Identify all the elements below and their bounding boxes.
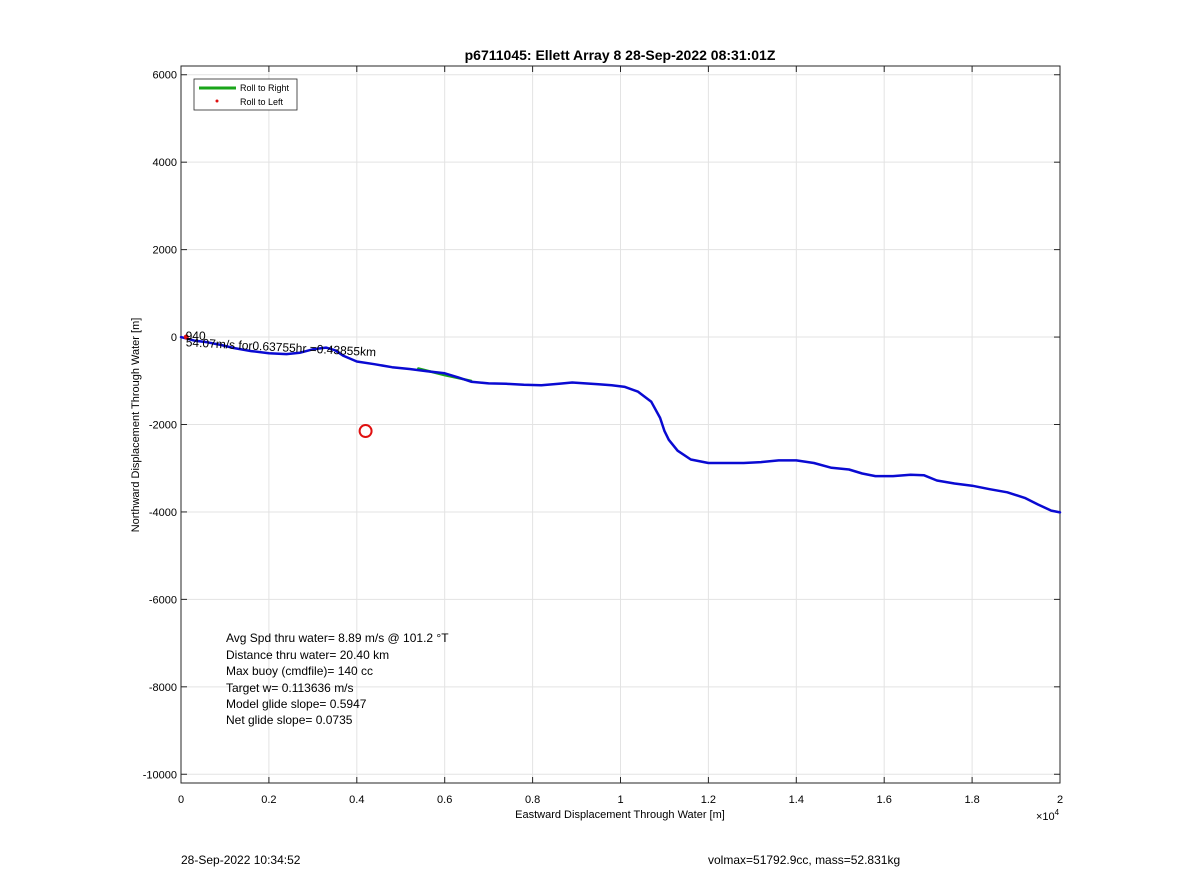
- x-tick-label: 0.2: [261, 794, 276, 806]
- y-tick-label: -2000: [149, 420, 177, 432]
- x-tick-label: 0.4: [349, 794, 364, 806]
- y-tick-label: -8000: [149, 682, 177, 694]
- legend-box: [193, 78, 298, 111]
- chart-title: p6711045: Ellett Array 8 28-Sep-2022 08:…: [465, 47, 776, 63]
- x-tick-label: 2: [1057, 794, 1063, 806]
- x-tick-label: 1.6: [877, 794, 892, 806]
- y-tick-label: 6000: [153, 70, 177, 82]
- series-layer: [179, 335, 1062, 514]
- y-tick-label: -10000: [143, 769, 177, 781]
- footer-timestamp: 28-Sep-2022 10:34:52: [181, 853, 301, 867]
- start-label-annotation: 940: [186, 329, 206, 343]
- x-tick-label: 1.4: [789, 794, 804, 806]
- y-tick-label: 0: [171, 332, 177, 344]
- y-tick-label: -6000: [149, 594, 177, 606]
- x-tick-label: 0.6: [437, 794, 452, 806]
- x-exponent-label: ×104: [1036, 808, 1060, 823]
- legend: Roll to Right Roll to Left: [193, 78, 298, 111]
- x-tick-label: 0.8: [525, 794, 540, 806]
- y-tick-label: 4000: [153, 157, 177, 169]
- stats-line-net-glide: Net glide slope= 0.0735: [226, 713, 353, 727]
- x-tick-label: 1: [617, 794, 623, 806]
- x-axis-label: Eastward Displacement Through Water [m]: [515, 809, 725, 821]
- glider-track-line: [179, 335, 1062, 514]
- y-axis-label: Northward Displacement Through Water [m]: [130, 318, 142, 533]
- x-tick-label: 1.2: [701, 794, 716, 806]
- x-axis: 0 0.2 0.4 0.6 0.8 1 1.2 1.4 1.6 1.8 2: [178, 66, 1063, 806]
- target-circle-marker: [358, 424, 373, 439]
- legend-label-roll-right: Roll to Right: [240, 83, 290, 93]
- stats-line-distance: Distance thru water= 20.40 km: [226, 648, 389, 662]
- stats-line-max-buoy: Max buoy (cmdfile)= 140 cc: [226, 664, 373, 678]
- x-tick-label: 0: [178, 794, 184, 806]
- legend-label-roll-left: Roll to Left: [240, 97, 284, 107]
- y-tick-label: -4000: [149, 507, 177, 519]
- start-dot-marker: [183, 334, 189, 340]
- stats-line-model-glide: Model glide slope= 0.5947: [226, 697, 367, 711]
- stats-text: Avg Spd thru water= 8.89 m/s @ 101.2 °T …: [226, 631, 449, 727]
- stats-line-target-w: Target w= 0.113636 m/s: [226, 681, 354, 695]
- y-tick-label: 2000: [153, 245, 177, 257]
- footer-volmax-mass: volmax=51792.9cc, mass=52.831kg: [708, 853, 900, 867]
- y-axis: 6000 4000 2000 0 -2000 -4000 -6000 -8000 -10000: [143, 70, 1060, 781]
- legend-swatch-roll-left: [215, 99, 219, 103]
- stats-line-avg-speed: Avg Spd thru water= 8.89 m/s @ 101.2 °T: [226, 631, 449, 645]
- x-tick-label: 1.8: [964, 794, 979, 806]
- marker-layer: [183, 334, 373, 439]
